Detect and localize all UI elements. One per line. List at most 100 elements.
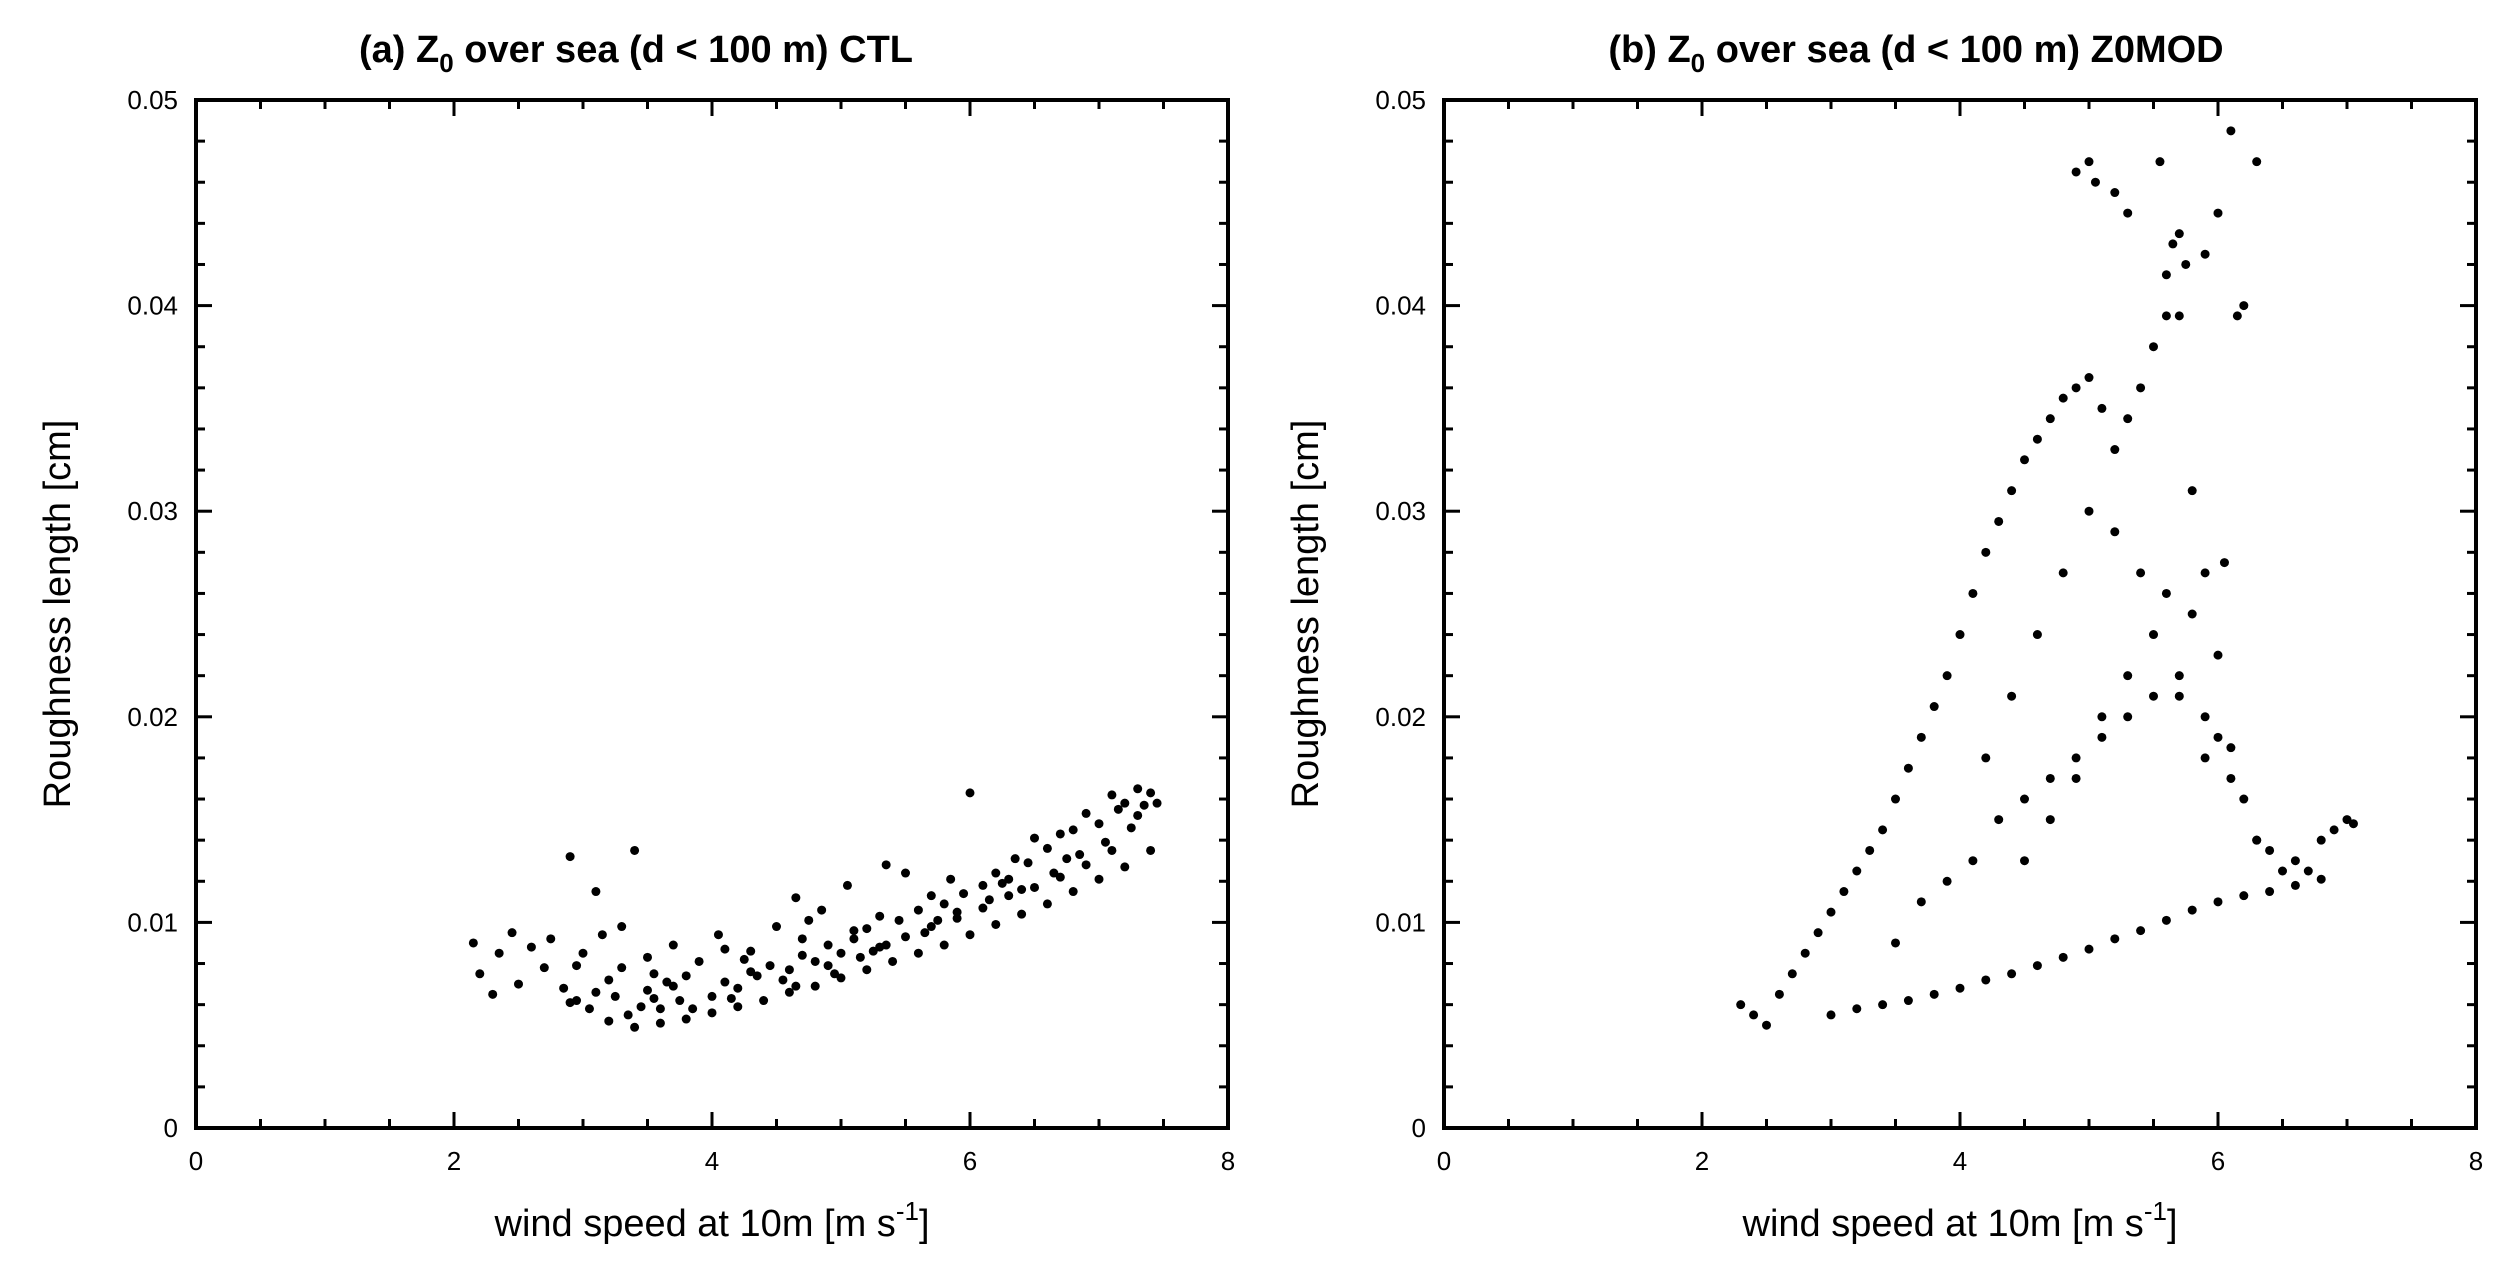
panel-a-data-point	[881, 940, 891, 950]
panel-a-data-point	[810, 981, 820, 991]
panel-b-data-point	[2278, 866, 2287, 876]
panel-a-y-axis-label: Roughness length [cm]	[37, 420, 79, 809]
panel-a-data-point	[1062, 854, 1072, 864]
panel-b-y-tick-label: 0.04	[1375, 291, 1426, 321]
panel-a-data-point	[707, 991, 717, 1001]
panel-a-data-point	[823, 940, 833, 950]
panel-a-data-point	[965, 788, 975, 798]
panel-a-data-point	[1004, 891, 1014, 901]
panel-b-y-tick-label: 0.05	[1375, 85, 1426, 115]
panel-b-data-point	[2290, 880, 2300, 890]
panel-b-data-point	[2071, 773, 2081, 783]
panel-b-data-point	[1852, 1004, 1862, 1014]
panel-b-data-point	[2219, 558, 2229, 568]
panel-b-data-point	[2316, 835, 2326, 845]
panel-a-data-point	[959, 889, 969, 899]
panel-a-data-point	[817, 905, 827, 915]
panel-a-data-point	[984, 895, 994, 905]
panel-b-data-point	[1955, 630, 1965, 640]
panel-b-data-point	[2187, 486, 2197, 496]
panel-b-data-point	[2187, 609, 2197, 619]
panel-a-data-point	[668, 940, 678, 950]
panel-a-data-point	[1075, 850, 1085, 860]
panel-a-data-point	[926, 891, 936, 901]
panel-b-data-point	[1981, 975, 1991, 985]
panel-a-x-tick-label: 0	[189, 1146, 203, 1176]
panel-b-data-point	[2239, 891, 2249, 901]
panel-b-data-point	[2239, 301, 2249, 311]
panel-a-data-point	[739, 954, 749, 964]
panel-a-data-point	[1017, 909, 1027, 919]
panel-b-data-point	[2290, 856, 2300, 866]
panel-a-data-point	[1081, 860, 1091, 870]
panel-b-data-point	[1891, 938, 1900, 948]
panel-a-data-point	[1017, 885, 1027, 895]
panel-a-data-point	[855, 952, 865, 962]
panel-b-data-point	[2155, 157, 2165, 167]
panel-b-y-tick-label: 0.01	[1375, 907, 1426, 937]
panel-a-data-point	[694, 956, 704, 966]
panel-a-data-point	[655, 1018, 665, 1028]
panel-b-data-point	[2200, 712, 2210, 722]
panel-a-data-point	[1068, 887, 1078, 897]
panel-a-data-point	[1107, 845, 1117, 855]
panel-b-data-point	[2213, 208, 2223, 218]
panel-a-data-point	[1100, 837, 1110, 847]
panel-b-y-tick-label: 0.03	[1375, 496, 1426, 526]
panel-b-data-point	[1981, 753, 1991, 763]
panel-a-data-point	[784, 987, 794, 997]
panel-a-title: (a) Z0 over sea (d < 100 m) CTL	[359, 29, 913, 78]
panel-a-data-point	[804, 915, 814, 925]
panel-b-data-point	[2174, 691, 2184, 701]
panel-b-data-point	[1749, 1010, 1759, 1020]
panel-a-data-point	[488, 989, 498, 999]
panel-a-x-axis-label: wind speed at 10m [m s-1]	[494, 1196, 930, 1245]
panel-b-data-point	[2213, 897, 2223, 907]
panel-a-data-point	[1068, 825, 1078, 835]
panel-b-data-point	[2123, 671, 2133, 681]
panel-a-data-point	[649, 993, 659, 1003]
panel-a-data-point	[1030, 833, 1039, 843]
panel-b-data-point	[2174, 311, 2184, 321]
panel-a-data-point	[1113, 804, 1123, 814]
panel-b-x-tick-label: 8	[2469, 1146, 2483, 1176]
panel-b-data-point	[2149, 630, 2158, 640]
panel-b-data-point	[2149, 691, 2158, 701]
panel-a-data-point	[720, 977, 730, 987]
panel-b-data-point	[2007, 691, 2017, 701]
panel-a-data-point	[475, 969, 485, 979]
panel-a-data-point	[759, 996, 769, 1006]
panel-b-data-point	[2161, 270, 2171, 280]
panel-b-data-point	[2058, 393, 2068, 403]
panel-a-data-point	[1146, 845, 1156, 855]
panel-b-data-point	[2045, 773, 2055, 783]
panel-a-data-point	[1133, 810, 1143, 820]
panel-a-data-point	[830, 969, 840, 979]
panel-a-plot-frame	[194, 98, 1230, 1130]
panel-a-x-tick-label: 4	[705, 1146, 719, 1176]
panel-a-data-point	[1049, 868, 1059, 878]
panel-b-data-point	[1929, 702, 1939, 712]
panel-a-data-point	[862, 924, 872, 934]
panel-b-data-point	[2020, 455, 2029, 465]
panel-a-data-point	[604, 975, 614, 985]
panel-b-data-point	[2123, 208, 2133, 218]
panel-b-data-point	[2123, 712, 2133, 722]
panel-b-data-point	[1903, 763, 1913, 773]
panel-b-data-point	[2020, 856, 2029, 866]
panel-a-data-point	[1042, 843, 1052, 853]
panel-a-data-point	[791, 981, 801, 991]
panel-b-data-point	[2200, 753, 2210, 763]
panel-a-x-tick-label: 8	[1221, 1146, 1235, 1176]
panel-a-y-tick-label: 0	[164, 1113, 178, 1143]
panel-b-data-point	[2265, 887, 2275, 897]
panel-b-data-point	[1852, 866, 1862, 876]
panel-a-data-point	[655, 1004, 665, 1014]
panel-b-data-point	[2200, 249, 2210, 259]
panel-a-data-point	[888, 956, 898, 966]
panel-a-x-tick-label: 6	[963, 1146, 977, 1176]
panel-b-data-point	[2348, 819, 2358, 829]
panel-a-y-tick-label: 0.05	[127, 85, 178, 115]
panel-a-data-point	[1094, 874, 1104, 884]
